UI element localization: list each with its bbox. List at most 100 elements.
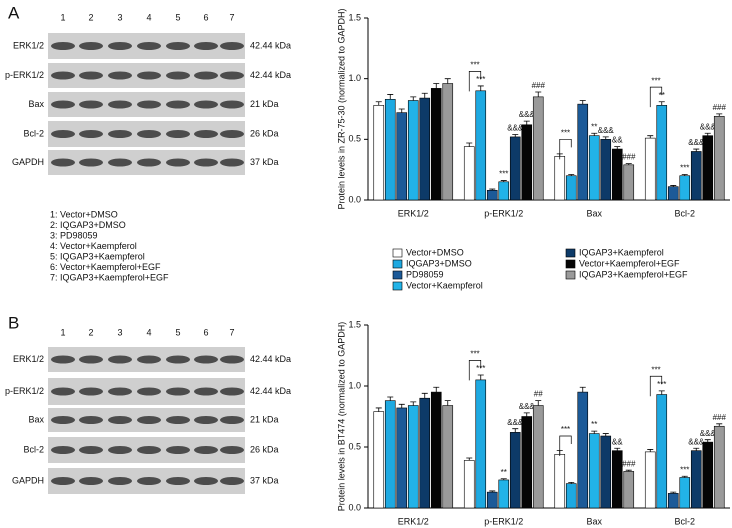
- bar: [600, 435, 612, 509]
- bar: [407, 405, 419, 509]
- bar: [384, 98, 396, 201]
- bar: [713, 115, 725, 201]
- row-label: ERK1/2: [13, 40, 44, 50]
- band-size: 42.44 kDa: [250, 354, 291, 364]
- row-label: GAPDH: [12, 475, 44, 485]
- bar: [588, 135, 600, 201]
- error-bar: [421, 392, 428, 399]
- bracket-label: ***: [651, 365, 660, 374]
- error-bar: [444, 78, 451, 84]
- legend-label: IQGAP3+DMSO: [406, 258, 472, 268]
- lane-number: 4: [146, 327, 151, 337]
- error-bar: [568, 481, 575, 484]
- lane-key: 1: Vector+DMSO: [50, 209, 118, 219]
- legend-swatch: [392, 259, 403, 269]
- blot-band: [166, 100, 190, 109]
- bar: [656, 105, 668, 201]
- bar: [667, 493, 679, 509]
- bar: [419, 397, 431, 509]
- blot-band: [194, 416, 218, 424]
- blot-band: [137, 100, 161, 109]
- bar: [498, 479, 510, 509]
- blot-band: [108, 387, 132, 396]
- blot-band: [220, 42, 244, 50]
- blot-band: [79, 42, 103, 50]
- blot-band: [137, 130, 161, 138]
- band-size: 26 kDa: [250, 444, 279, 454]
- blot-band: [166, 42, 190, 50]
- bar: [521, 416, 533, 509]
- significance-label: ***: [680, 164, 689, 173]
- significance-label: ###: [532, 81, 546, 90]
- significance-label: **: [591, 122, 597, 131]
- lane-number: 5: [175, 327, 180, 337]
- bracket: [559, 435, 572, 457]
- bar: [532, 405, 544, 509]
- bar: [554, 454, 566, 509]
- blot-band: [137, 387, 161, 396]
- blot-band: [108, 71, 132, 80]
- y-tick-label: 1.0: [348, 380, 361, 390]
- error-bar: [614, 146, 621, 150]
- lane-number: 6: [203, 12, 208, 22]
- error-bar: [670, 491, 677, 494]
- bar: [509, 136, 521, 201]
- legend-label: IQGAP3+Kaempferol+EGF: [579, 269, 688, 279]
- blot-band: [194, 446, 218, 454]
- bracket-label: ***: [561, 425, 570, 434]
- bar: [463, 460, 475, 509]
- band-size: 42.44 kDa: [250, 40, 291, 50]
- bracket: [468, 360, 482, 381]
- bar: [577, 103, 589, 201]
- x-tick-label: Bcl-2: [674, 516, 695, 526]
- blot-band: [166, 71, 190, 80]
- blot-band: [51, 130, 75, 138]
- lane-number: 2: [88, 327, 93, 337]
- blot-band: [51, 446, 75, 454]
- blot-band: [166, 416, 190, 424]
- lane-number: 7: [229, 327, 234, 337]
- error-bar: [512, 134, 519, 137]
- blot-band: [137, 42, 161, 50]
- blot-band: [51, 71, 75, 80]
- blot-band: [108, 477, 132, 485]
- bar: [644, 137, 656, 201]
- bar: [623, 164, 635, 201]
- blot-band: [108, 100, 132, 109]
- blot-band: [51, 158, 75, 167]
- blot-band: [166, 130, 190, 138]
- band-size: 21 kDa: [250, 99, 279, 109]
- bar: [498, 181, 510, 201]
- significance-label: &&&: [700, 122, 717, 131]
- significance-label: **: [659, 91, 665, 100]
- blot-band: [137, 416, 161, 424]
- error-bar: [579, 386, 586, 393]
- legend-swatch: [565, 259, 576, 269]
- error-bar: [647, 449, 654, 452]
- significance-label: **: [591, 420, 597, 429]
- bar: [588, 433, 600, 509]
- significance-label: &&&: [519, 402, 536, 411]
- x-tick-label: Bax: [586, 208, 602, 218]
- bar: [419, 97, 431, 201]
- bar: [442, 405, 454, 509]
- bar: [679, 477, 691, 509]
- blot-band: [108, 355, 132, 364]
- blot-band: [79, 130, 103, 138]
- error-bar: [647, 135, 654, 139]
- blot-band: [220, 387, 244, 396]
- blot-band: [194, 355, 218, 364]
- y-tick-label: 0.5: [348, 134, 361, 144]
- lane-key: 2: IQGAP3+DMSO: [50, 220, 126, 230]
- blot-band: [79, 387, 103, 396]
- error-bar: [433, 386, 440, 393]
- error-bar: [500, 180, 507, 182]
- blot-band: [51, 42, 75, 50]
- blot-band: [194, 100, 218, 109]
- error-bar: [625, 163, 632, 165]
- bracket: [649, 86, 663, 108]
- error-bar: [704, 132, 711, 136]
- blot-band: [194, 477, 218, 485]
- lane-number: 5: [175, 12, 180, 22]
